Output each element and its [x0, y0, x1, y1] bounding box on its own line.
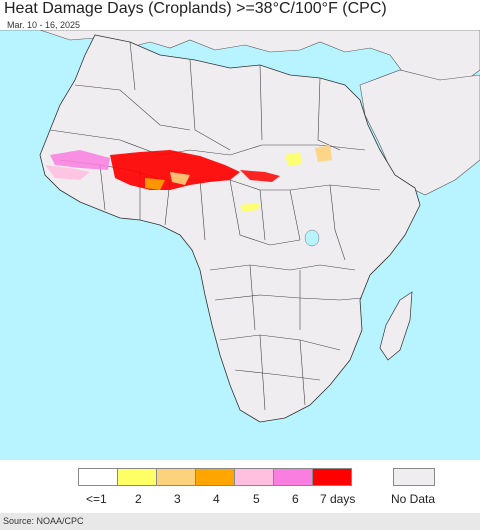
- heat-band-lightorange: [170, 172, 190, 185]
- legend-swatch-6: [273, 468, 313, 486]
- legend-label-7: 7 days: [320, 492, 356, 506]
- legend-swatch-7: [312, 468, 352, 486]
- heat-band-red: [110, 150, 240, 190]
- legend-swatch-4: [195, 468, 235, 486]
- map-date-range: Mar. 10 - 16, 2025: [7, 20, 81, 30]
- heat-ethiopia-orange: [315, 145, 332, 162]
- arabia-landmass: [359, 69, 480, 196]
- legend-swatch-1: [78, 468, 118, 486]
- heat-central-yellow: [240, 203, 260, 212]
- map-title: Heat Damage Days (Croplands) >=38°C/100°…: [4, 0, 387, 17]
- heat-damage-areas: [45, 145, 332, 212]
- legend-label-6: 6: [292, 492, 299, 506]
- heat-band-orange: [145, 178, 165, 190]
- lake-victoria: [304, 229, 320, 247]
- heat-sudan-yellow: [285, 152, 302, 166]
- source-text: Source: NOAA/CPC: [3, 516, 84, 526]
- legend-swatch-3: [156, 468, 196, 486]
- legend-swatch-no-data: [393, 468, 435, 486]
- africa-landmass: [39, 34, 421, 423]
- legend-swatches: [78, 468, 352, 486]
- legend-label-2: 2: [135, 492, 142, 506]
- heat-band-red-east: [240, 170, 280, 182]
- legend-label-no-data: No Data: [391, 492, 436, 506]
- africa-heat-map: [0, 30, 480, 460]
- legend-label-1: <=1: [86, 492, 107, 506]
- heat-band-pink: [45, 165, 90, 180]
- legend-swatch-2: [117, 468, 157, 486]
- legend-label-5: 5: [253, 492, 260, 506]
- heat-band-magenta: [50, 150, 110, 170]
- legend: <=1 2 3 4 5 6 7 days No Data: [0, 460, 480, 515]
- legend-label-4: 4: [213, 492, 220, 506]
- madagascar-landmass: [379, 291, 413, 361]
- legend-label-3: 3: [174, 492, 181, 506]
- legend-swatch-5: [234, 468, 274, 486]
- source-bar: Source: NOAA/CPC: [0, 513, 480, 530]
